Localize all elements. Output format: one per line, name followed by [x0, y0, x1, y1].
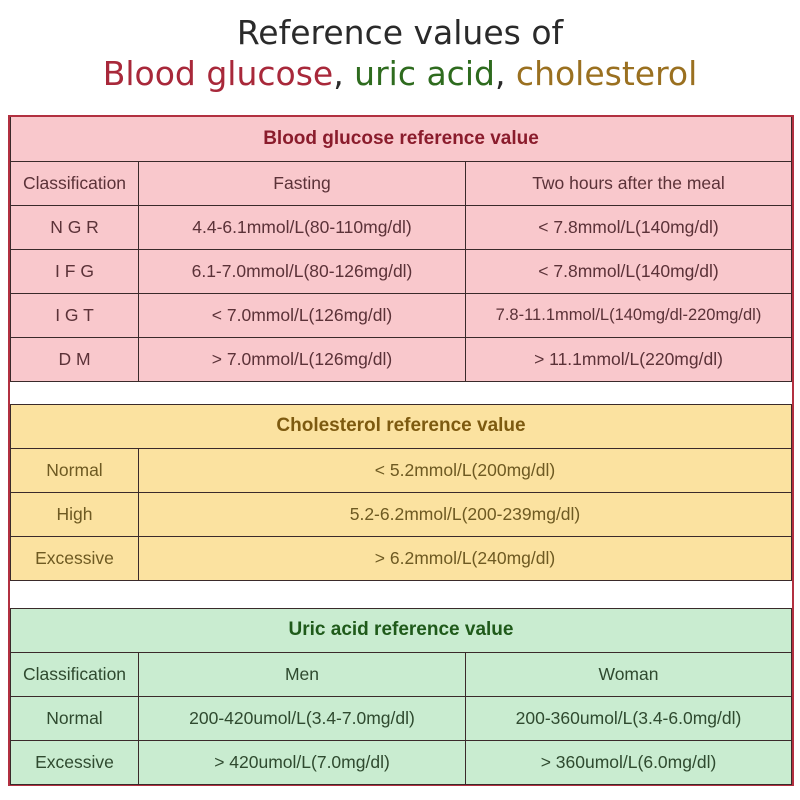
- glucose-header-row: Classification Fasting Two hours after the…: [10, 160, 792, 206]
- column-header: Fasting: [138, 160, 466, 206]
- cell: I F G: [10, 248, 139, 294]
- cell: Normal: [10, 695, 139, 741]
- title-sep: ,: [333, 54, 355, 93]
- glucose-section: Blood glucose reference value Classifica…: [10, 117, 792, 382]
- cell: High: [10, 491, 139, 537]
- table-row: Excessive > 420umol/L(7.0mg/dl) > 360umol/…: [10, 739, 792, 785]
- table-row: I F G 6.1-7.0mmol/L(80-126mg/dl) < 7.8mmol…: [10, 248, 792, 294]
- column-header: Men: [138, 651, 466, 697]
- spacer: [10, 380, 792, 405]
- cell: 5.2-6.2mmol/L(200-239mg/dl): [138, 491, 792, 537]
- title-glucose: Blood glucose: [102, 54, 334, 93]
- cell: 200-420umol/L(3.4-7.0mg/dl): [138, 695, 466, 741]
- uric-header-row: Classification Men Woman: [10, 651, 792, 697]
- table-row: D M > 7.0mmol/L(126mg/dl) > 11.1mmol/L(220…: [10, 336, 792, 382]
- title-uric: uric acid: [354, 54, 495, 93]
- uric-section: Uric acid reference value Classification…: [10, 607, 792, 785]
- cell: < 7.0mmol/L(126mg/dl): [138, 292, 466, 338]
- table-row: Excessive > 6.2mmol/L(240mg/dl): [10, 535, 792, 581]
- cell: > 360umol/L(6.0mg/dl): [465, 739, 792, 785]
- glucose-heading: Blood glucose reference value: [10, 117, 792, 162]
- table-row: Normal 200-420umol/L(3.4-7.0mg/dl) 200-360…: [10, 695, 792, 741]
- cell: N G R: [10, 204, 139, 250]
- cell: Normal: [10, 447, 139, 493]
- table-row: I G T < 7.0mmol/L(126mg/dl) 7.8-11.1mmol/L…: [10, 292, 792, 338]
- table-row: N G R 4.4-6.1mmol/L(80-110mg/dl) < 7.8mmol…: [10, 204, 792, 250]
- title-cholesterol: cholesterol: [515, 54, 698, 93]
- cell: > 420umol/L(7.0mg/dl): [138, 739, 466, 785]
- cell: Excessive: [10, 535, 139, 581]
- column-header: Woman: [465, 651, 792, 697]
- uric-heading: Uric acid reference value: [10, 607, 792, 653]
- cell: I G T: [10, 292, 139, 338]
- cholesterol-heading: Cholesterol reference value: [10, 403, 792, 449]
- reference-table: Blood glucose reference value Classifica…: [8, 115, 794, 786]
- cell: < 7.8mmol/L(140mg/dl): [465, 204, 792, 250]
- cell: < 7.8mmol/L(140mg/dl): [465, 248, 792, 294]
- column-header: Classification: [10, 160, 139, 206]
- cell: > 7.0mmol/L(126mg/dl): [138, 336, 466, 382]
- spacer: [10, 579, 792, 609]
- cholesterol-section: Cholesterol reference value Normal < 5.2m…: [10, 403, 792, 581]
- column-header: Classification: [10, 651, 139, 697]
- cell: D M: [10, 336, 139, 382]
- title-sep: ,: [494, 54, 516, 93]
- cell: 6.1-7.0mmol/L(80-126mg/dl): [138, 248, 466, 294]
- cell: 7.8-11.1mmol/L(140mg/dl-220mg/dl): [465, 292, 792, 338]
- column-header: Two hours after the meal: [465, 160, 792, 206]
- title-line-1: Reference values of: [236, 13, 564, 52]
- table-row: Normal < 5.2mmol/L(200mg/dl): [10, 447, 792, 493]
- cell: < 5.2mmol/L(200mg/dl): [138, 447, 792, 493]
- table-row: High 5.2-6.2mmol/L(200-239mg/dl): [10, 491, 792, 537]
- cell: > 6.2mmol/L(240mg/dl): [138, 535, 792, 581]
- cell: 4.4-6.1mmol/L(80-110mg/dl): [138, 204, 466, 250]
- cell: Excessive: [10, 739, 139, 785]
- title-line-2: Blood glucose, uric acid, cholesterol: [0, 54, 800, 94]
- cell: > 11.1mmol/L(220mg/dl): [465, 336, 792, 382]
- cell: 200-360umol/L(3.4-6.0mg/dl): [465, 695, 792, 741]
